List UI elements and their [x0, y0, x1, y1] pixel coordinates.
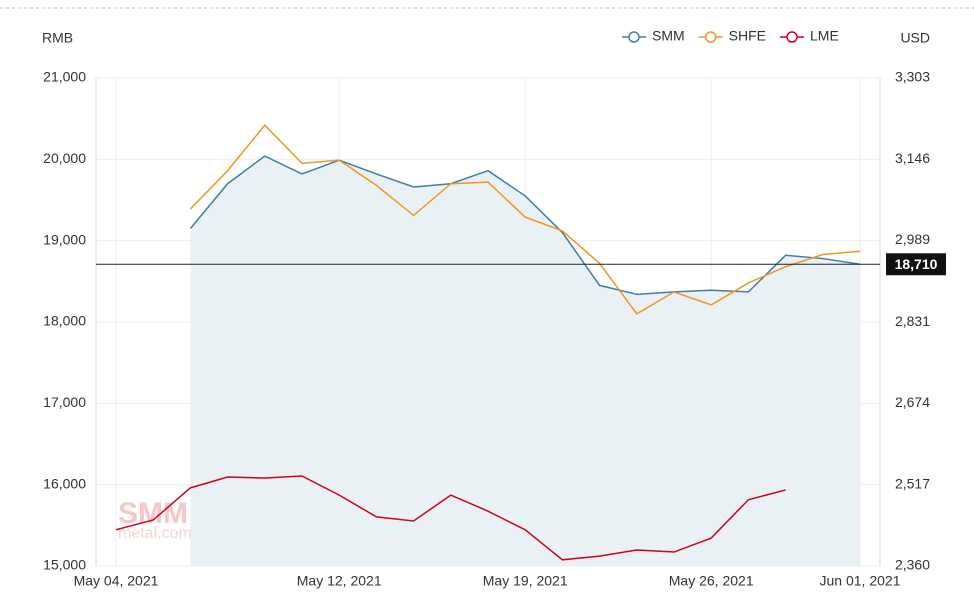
y2-tick-label: 3,303: [895, 69, 930, 85]
legend-icon: [786, 31, 798, 43]
y2-tick-label: 2,517: [895, 475, 930, 491]
y2-tick-label: 2,989: [895, 231, 930, 247]
y-tick-label: 18,000: [43, 313, 86, 329]
current-value-label: 18,710: [895, 256, 938, 272]
current-value-box: [886, 253, 946, 276]
series-line: [115, 475, 786, 561]
y-tick-label: 17,000: [43, 394, 86, 410]
legend-label[interactable]: SHFE: [729, 28, 766, 44]
y-tick-label: 20,000: [43, 150, 86, 166]
y-axis-label: RMB: [42, 30, 73, 46]
x-tick-label: Jun 01, 2021: [820, 573, 901, 589]
legend-icon: [704, 31, 717, 43]
x-tick-label: May 04, 2021: [74, 573, 159, 589]
watermark: metal.com: [118, 525, 192, 542]
y2-tick-label: 2,674: [895, 394, 930, 410]
y2-tick-label: 3,146: [895, 150, 930, 166]
x-tick-label: May 26, 2021: [669, 573, 754, 589]
x-tick-label: May 19, 2021: [483, 573, 568, 589]
area: [190, 156, 860, 566]
watermark: SMM: [118, 497, 188, 530]
y2-axis-label: USD: [900, 30, 930, 46]
series-line: [189, 155, 861, 296]
y-tick-label: 19,000: [43, 231, 86, 247]
legend-label[interactable]: LME: [810, 28, 839, 44]
y2-tick-label: 2,360: [895, 557, 930, 573]
y2-tick-label: 2,831: [895, 313, 930, 329]
y-tick-label: 16,000: [43, 475, 86, 491]
y-tick-label: 15,000: [43, 557, 86, 573]
x-tick-label: May 12, 2021: [297, 573, 382, 589]
legend-icon: [628, 31, 640, 43]
series-line: [189, 124, 861, 315]
y-tick-label: 21,000: [43, 69, 86, 85]
legend-label[interactable]: SMM: [652, 28, 685, 44]
